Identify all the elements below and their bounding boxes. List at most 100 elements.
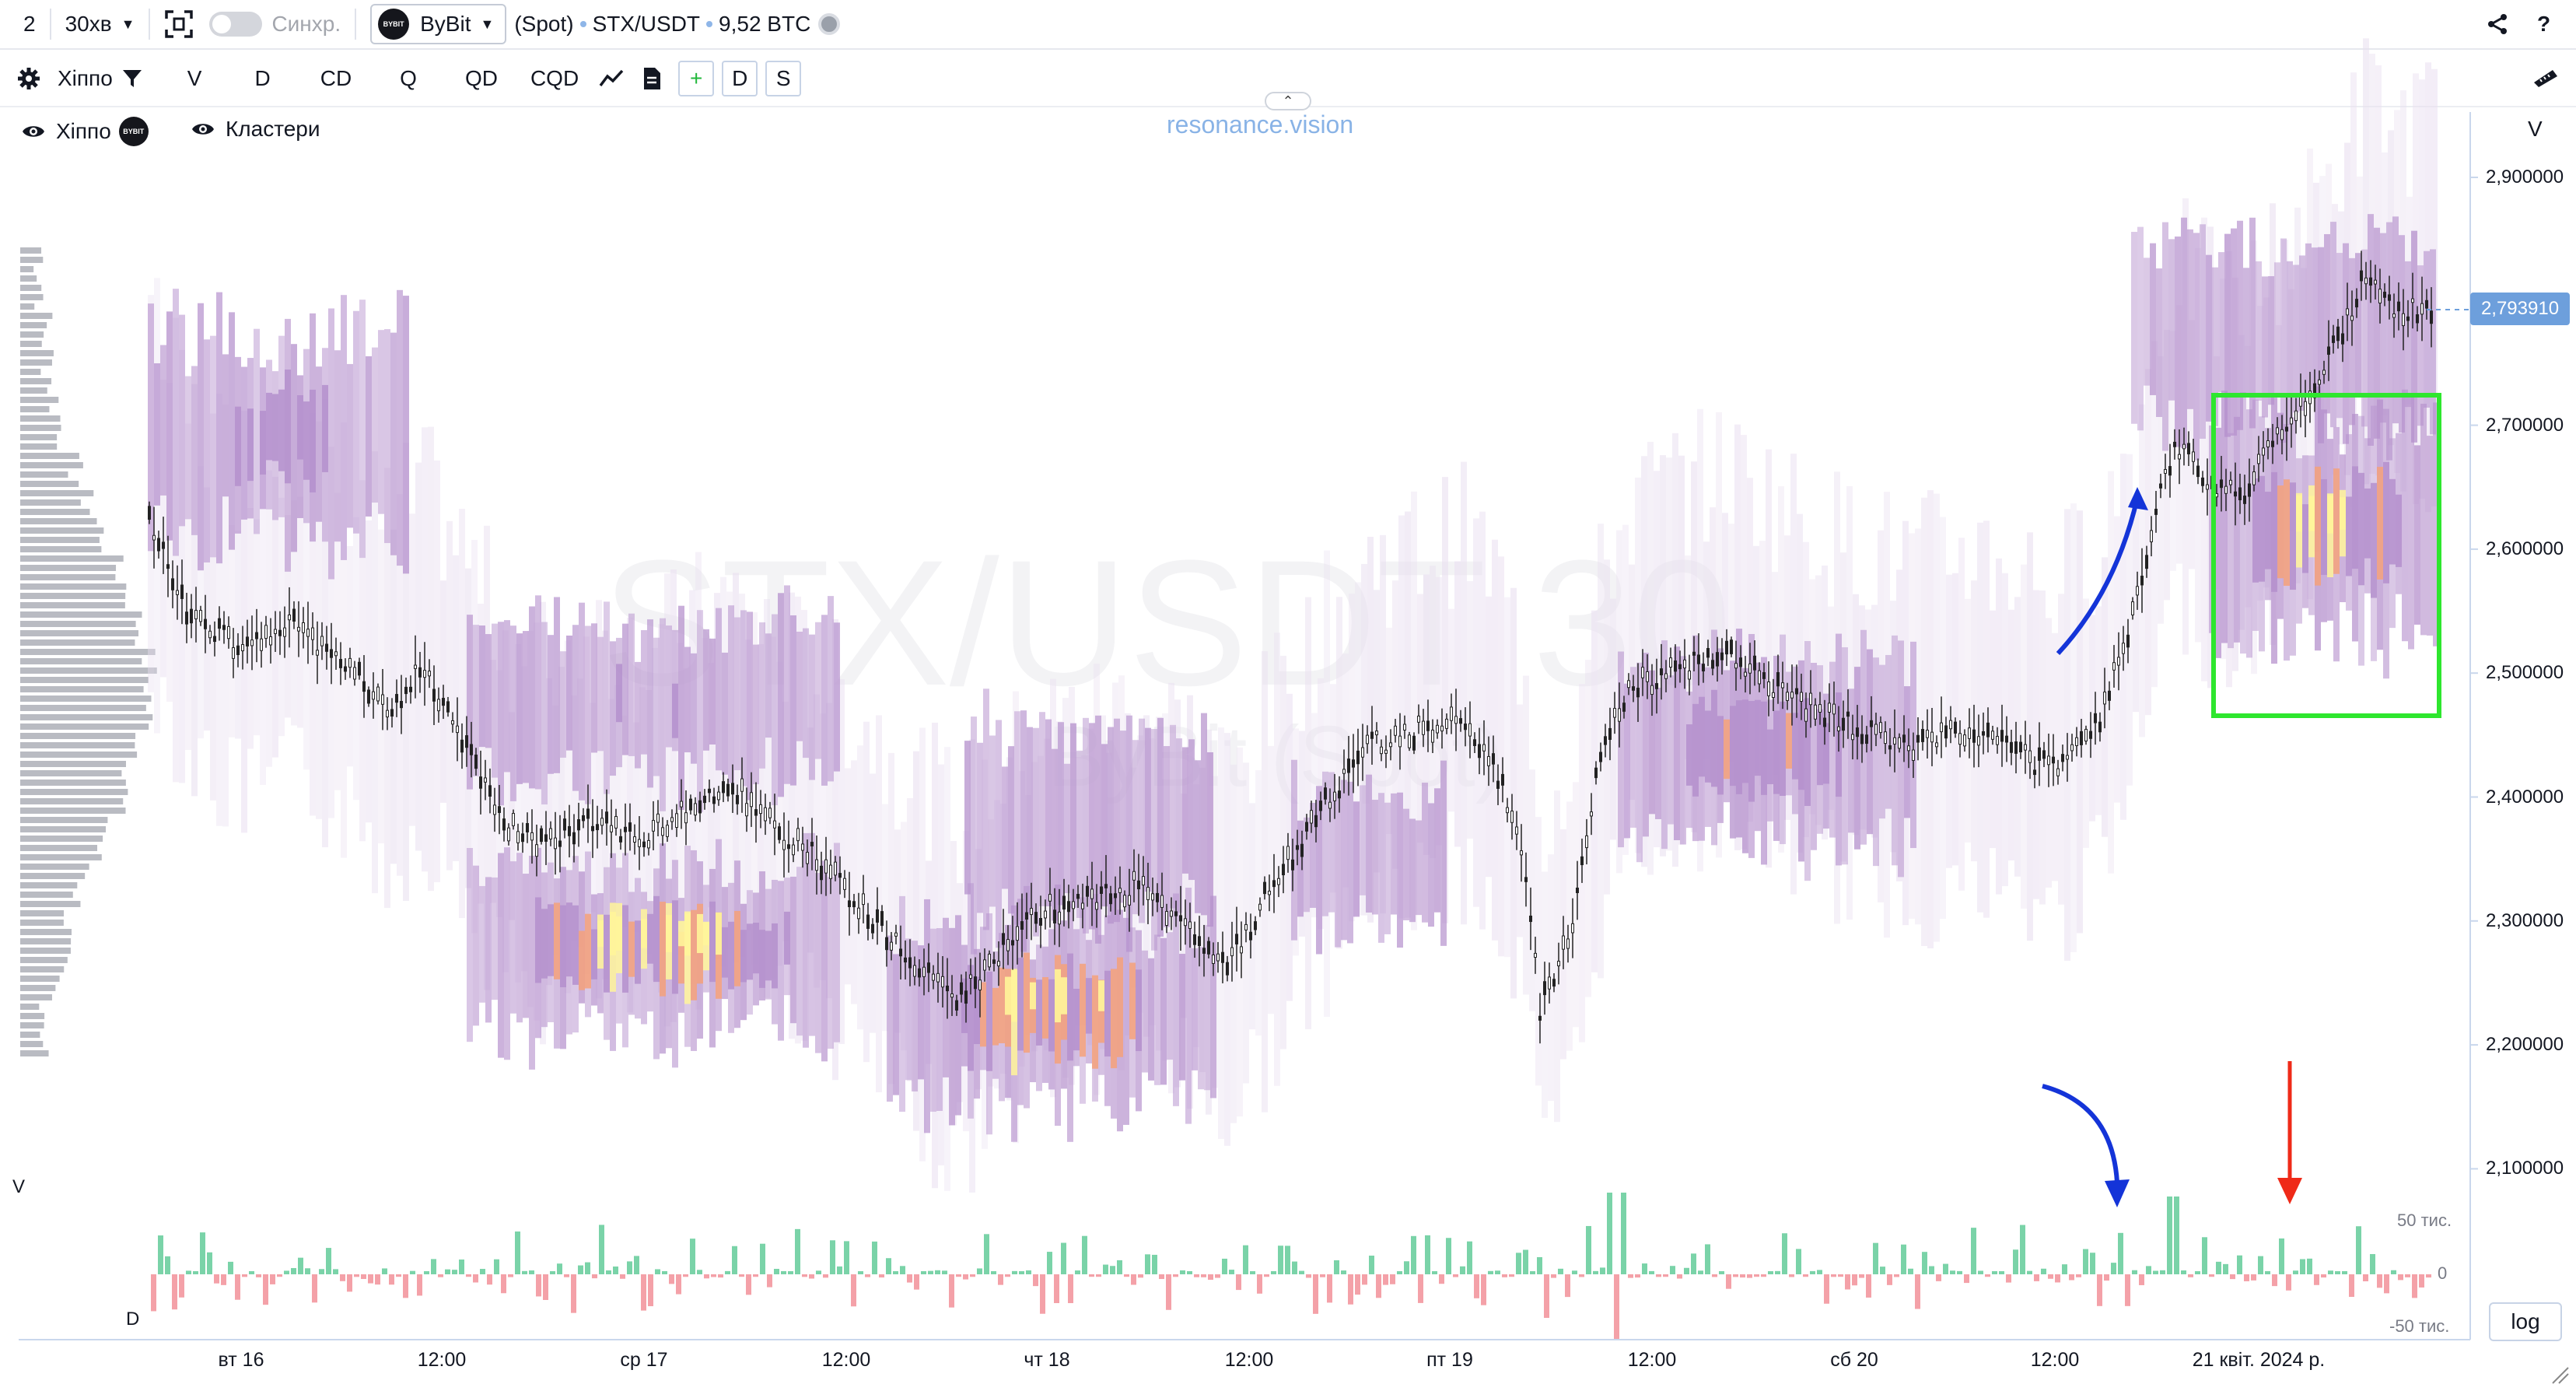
line-chart-button[interactable] [599, 51, 624, 107]
s-square-button[interactable]: S [765, 61, 802, 96]
candle-body [684, 812, 688, 824]
legend-clusters[interactable]: Кластери [191, 117, 320, 142]
candle-body [2066, 755, 2069, 760]
sync-toggle[interactable]: Синхр. [209, 0, 341, 49]
document-button[interactable] [642, 51, 661, 107]
v-button[interactable]: V [187, 66, 202, 90]
heat-column [957, 883, 963, 1102]
heat-column [893, 954, 899, 1095]
candle-body [2374, 279, 2377, 285]
heat-column [2002, 573, 2008, 887]
share-button[interactable] [2486, 0, 2509, 49]
heat-column [1353, 801, 1360, 917]
eye-icon[interactable] [22, 123, 45, 140]
eye-icon[interactable] [191, 121, 215, 138]
legend-hippo[interactable]: Хіппо BYBIT [22, 117, 149, 146]
heat-column [1635, 477, 1641, 853]
heat-column [2158, 356, 2164, 624]
toggle-switch[interactable] [209, 12, 263, 37]
volume-bar-up [557, 1263, 562, 1274]
volume-bar-up [1012, 1270, 1017, 1274]
heat-column [403, 443, 409, 901]
bybit-logo: BYBIT [118, 117, 149, 146]
add-button[interactable]: + [678, 61, 715, 96]
cd-button[interactable]: CD [320, 66, 352, 90]
candle-body [1800, 692, 1803, 702]
candle-body [2276, 427, 2279, 435]
heat-column [1983, 520, 1990, 918]
volume-bar-down [242, 1274, 247, 1277]
heat-column [390, 529, 397, 864]
interval-select[interactable]: 30хв ▼ [65, 0, 135, 49]
candle-body [521, 833, 524, 843]
exchange-select[interactable]: BYBIT ByBit ▼ [370, 4, 507, 44]
q-button[interactable]: Q [400, 66, 417, 90]
candle-body [1016, 926, 1019, 941]
heat-column [247, 508, 254, 749]
heat-core [709, 901, 716, 983]
candle-body [1646, 671, 1649, 682]
heat-column [2139, 404, 2145, 738]
d-square-button[interactable]: D [722, 61, 758, 96]
watermark-link[interactable]: resonance.vision [1167, 110, 1354, 138]
heat-column [1434, 788, 1440, 913]
heat-core [1030, 977, 1036, 1033]
candle-body [507, 827, 510, 842]
resize-icon[interactable] [2551, 1366, 2570, 1385]
qd-button[interactable]: QD [464, 66, 498, 90]
ruler-button[interactable] [2532, 51, 2559, 107]
heat-core [2271, 471, 2277, 592]
heat-column [154, 363, 160, 506]
heat-column [1977, 522, 1983, 913]
heat-column [2380, 233, 2386, 423]
heat-column [1535, 817, 1542, 1086]
candle-body [544, 834, 548, 842]
heat-column [602, 630, 608, 979]
heat-core [1692, 703, 1699, 797]
profile-bar [20, 826, 107, 832]
d-button[interactable]: D [254, 66, 271, 90]
heat-column [684, 646, 691, 753]
expand-button[interactable] [164, 0, 194, 49]
heat-column [1440, 760, 1447, 946]
symbol-label[interactable]: STX/USDT [592, 12, 701, 36]
heat-column [2420, 403, 2427, 636]
cqd-button[interactable]: CQD [530, 66, 579, 90]
candle-body [1534, 952, 1537, 958]
indicator-label[interactable]: Хіппо [58, 66, 113, 90]
candle-body [283, 627, 286, 637]
candle-body [1025, 912, 1028, 920]
heat-column [2377, 399, 2383, 650]
heat-column [1062, 698, 1069, 1078]
heat-column [2193, 233, 2200, 461]
heat-core [1767, 729, 1773, 785]
collapse-toolbar-button[interactable]: ⌃ [1265, 92, 1311, 110]
volume-bar-up [1782, 1233, 1787, 1274]
help-button[interactable]: ? [2537, 12, 2551, 36]
candle-body [1426, 720, 1430, 731]
candle-body [2038, 747, 2041, 761]
legend-hippo-label: Хіппо [56, 119, 111, 143]
volume-bar-down [2097, 1274, 2102, 1306]
candle-body [1272, 880, 1276, 888]
volume-bar-up [1152, 1254, 1157, 1274]
settings-button[interactable] [17, 51, 40, 107]
volume-bar-down [151, 1274, 156, 1312]
volume-bar-down [2419, 1274, 2424, 1288]
heat-column [1019, 771, 1025, 1067]
heat-column [734, 617, 740, 770]
heat-core [1092, 975, 1098, 1069]
heat-column [1274, 632, 1280, 1086]
heat-column [782, 701, 789, 942]
heat-column [1033, 727, 1039, 937]
heat-column [758, 644, 764, 950]
heat-column [166, 383, 173, 703]
log-scale-button[interactable]: log [2489, 1302, 2562, 1341]
profile-bar [20, 929, 72, 935]
candle-body [810, 842, 814, 846]
filter-button[interactable] [122, 51, 142, 107]
layout-count[interactable]: 2 [23, 12, 36, 36]
heat-peak [684, 911, 691, 956]
